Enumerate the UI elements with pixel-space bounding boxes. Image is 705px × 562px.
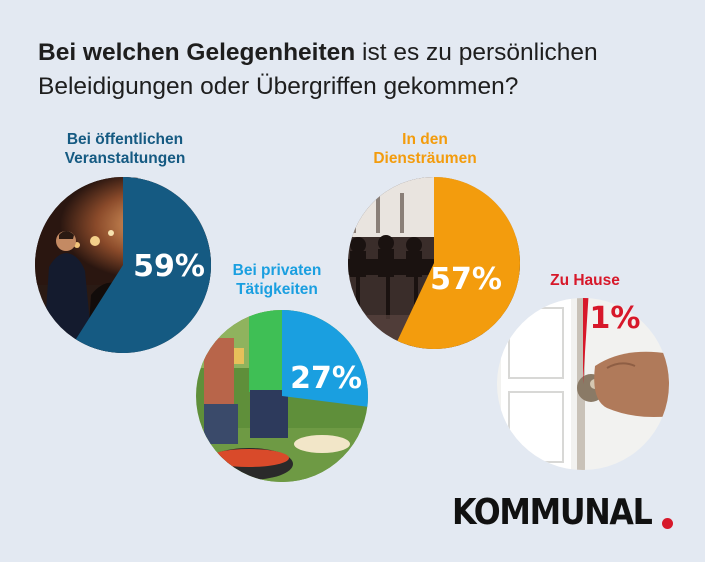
label-private-line1: Bei privaten [232, 262, 322, 279]
label-private-line2: Tätigkeiten [236, 281, 318, 298]
label-office-line2: Diensträumen [373, 150, 477, 167]
logo-dot [662, 518, 673, 529]
pie-office: 57% [348, 177, 520, 349]
title-bold: Bei welchen Gelegenheiten [38, 39, 356, 66]
kommunal-logo: KOMMUNAL [452, 492, 653, 533]
value-public-events: 59% [133, 249, 205, 284]
title-rest: ist es zu persönlichen Beleidigungen ode… [38, 39, 598, 100]
label-office-line1: In den [402, 131, 448, 148]
value-private-activities: 27% [290, 361, 362, 396]
value-office: 57% [430, 262, 502, 297]
label-home-line1: Zu Hause [550, 272, 620, 289]
pie-home: 1% [497, 298, 669, 470]
label-public-events: Bei öffentlichen Veranstaltungen [20, 130, 230, 168]
label-private-activities: Bei privaten Tätigkeiten [212, 261, 342, 299]
page-title: Bei welchen Gelegenheiten ist es zu pers… [38, 36, 678, 104]
label-public-events-line1: Bei öffentlichen [66, 131, 184, 148]
pie-public-events: 59% [35, 177, 212, 353]
label-office: In den Diensträumen [340, 130, 510, 168]
value-home: 1% [590, 301, 641, 336]
slice-private-activities [282, 310, 368, 407]
slice-office [397, 177, 520, 349]
label-public-events-line2: Veranstaltungen [64, 150, 186, 167]
label-home: Zu Hause [520, 271, 650, 290]
slice-public-events [75, 177, 212, 353]
pie-private-activities: 27% [196, 310, 368, 482]
slice-home [583, 298, 589, 384]
